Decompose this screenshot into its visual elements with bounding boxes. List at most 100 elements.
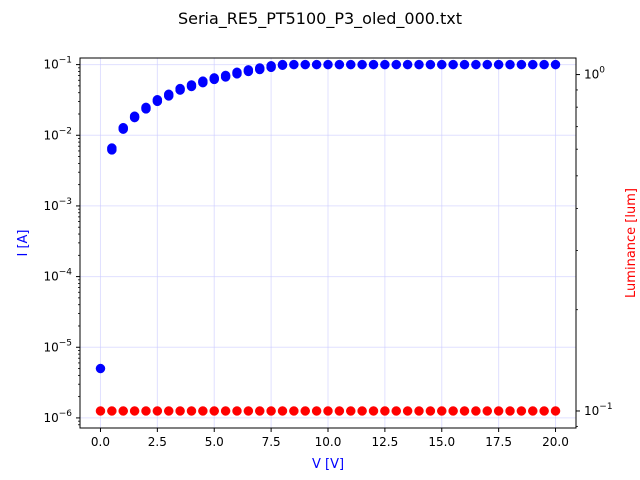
grid-lines [80, 58, 576, 428]
current-point [482, 59, 493, 70]
current-point [505, 59, 515, 70]
y-right-axis-ticks: 10−1 100 [576, 66, 613, 427]
luminance-point [175, 406, 185, 416]
luminance-point [471, 406, 481, 416]
current-point [334, 59, 345, 70]
x-tick-label: 12.5 [372, 435, 399, 449]
current-point [254, 63, 265, 73]
y-left-axis-ticks: 10−6 10−5 10−4 10−3 10−2 10−1 [43, 56, 80, 426]
luminance-point [163, 406, 174, 416]
luminance-point [334, 406, 345, 416]
current-point [141, 102, 151, 113]
current-point [402, 59, 413, 70]
x-tick-label: 15.0 [428, 435, 455, 449]
x-tick-label: 17.5 [485, 435, 512, 449]
luminance-point [186, 406, 197, 416]
luminance-point [311, 406, 322, 416]
luminance-point [346, 406, 356, 416]
y-left-tick-label: 10−2 [43, 126, 72, 142]
current-point [459, 59, 470, 70]
current-point [425, 59, 436, 70]
luminance-point [380, 406, 390, 416]
luminance-point [448, 406, 458, 416]
luminance-point [391, 406, 402, 416]
luminance-point [493, 406, 504, 416]
luminance-point [528, 406, 538, 416]
y-left-tick-label: 10−5 [43, 338, 72, 354]
current-point [516, 59, 527, 70]
current-point [550, 59, 561, 70]
luminance-point [459, 406, 470, 416]
current-point [493, 59, 504, 70]
current-point [129, 111, 140, 121]
current-point [414, 59, 424, 70]
current-point [198, 76, 208, 86]
luminance-point [368, 406, 379, 416]
current-point [300, 59, 310, 70]
current-point [118, 122, 128, 133]
x-tick-label: 10.0 [315, 435, 342, 449]
luminance-point [254, 406, 265, 416]
luminance-point [323, 406, 333, 416]
current-point [346, 59, 356, 70]
luminance-point [414, 406, 424, 416]
luminance-point [505, 406, 515, 416]
current-point [357, 59, 367, 70]
luminance-point [107, 406, 117, 416]
x-tick-label: 20.0 [542, 435, 569, 449]
x-tick-label: 7.5 [262, 435, 281, 449]
current-point [539, 59, 549, 70]
luminance-point [152, 406, 163, 416]
current-point [186, 80, 197, 90]
luminance-point [220, 406, 231, 416]
luminance-point [289, 406, 299, 416]
luminance-point [198, 406, 208, 416]
current-point [437, 59, 447, 70]
luminance-point [243, 406, 254, 416]
current-point [209, 73, 219, 83]
current-point [266, 61, 276, 71]
current-series [95, 59, 561, 374]
luminance-point [516, 406, 527, 416]
y-left-axis-label: I [A] [16, 229, 31, 256]
current-point [323, 59, 333, 70]
y-left-tick-label: 10−1 [43, 56, 72, 72]
current-point [95, 363, 106, 374]
luminance-point [539, 406, 549, 416]
x-axis-label: V [V] [312, 457, 344, 472]
current-point [471, 59, 481, 70]
current-point [220, 70, 231, 81]
y-left-tick-label: 10−4 [43, 268, 72, 284]
current-point [232, 67, 242, 78]
luminance-point [277, 406, 288, 416]
luminance-point [482, 406, 493, 416]
luminance-point [266, 406, 276, 416]
luminance-point [425, 406, 436, 416]
current-point [277, 59, 288, 70]
current-point [528, 59, 538, 70]
luminance-point [129, 406, 140, 416]
x-tick-label: 2.5 [148, 435, 167, 449]
x-tick-label: 5.0 [205, 435, 224, 449]
y-left-tick-label: 10−6 [43, 409, 72, 425]
current-point [311, 59, 322, 70]
luminance-point [141, 406, 151, 416]
current-point [289, 59, 299, 70]
y-left-tick-label: 10−3 [43, 197, 72, 213]
luminance-point [232, 406, 242, 416]
x-tick-label: 0.0 [91, 435, 110, 449]
chart-title: Seria_RE5_PT5100_P3_oled_000.txt [178, 9, 462, 29]
y-right-tick-label: 100 [584, 66, 605, 82]
current-point [152, 95, 163, 105]
luminance-point [357, 406, 367, 416]
current-point [175, 83, 185, 94]
current-point [107, 143, 117, 153]
current-point [163, 89, 174, 100]
current-point [391, 59, 402, 70]
y-right-axis-label: Luminance [lum] [624, 188, 639, 298]
x-axis-ticks: 0.0 2.5 5.0 7.5 10.0 12.5 15.0 17.5 20.0 [91, 428, 569, 449]
luminance-point [402, 406, 413, 416]
luminance-point [118, 406, 128, 416]
luminance-point [437, 406, 447, 416]
